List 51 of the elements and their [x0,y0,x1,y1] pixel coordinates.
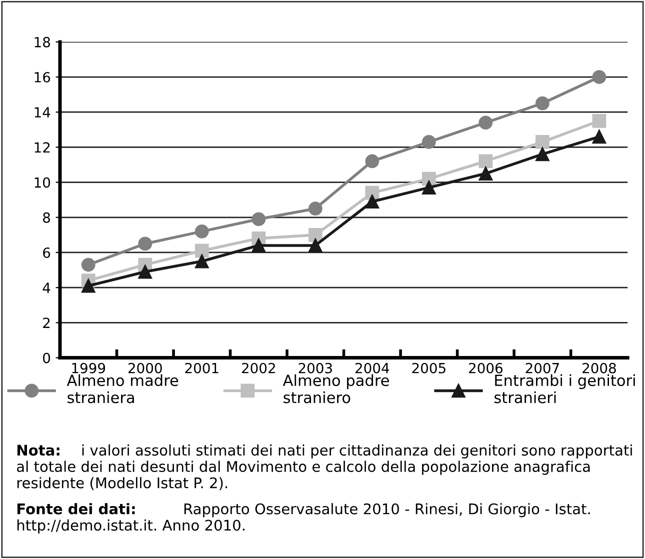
point [194,244,209,258]
legend-label: Entrambi i genitori stranieri [494,374,635,404]
y-tick-label: 6 [43,247,50,258]
y-tick-label: 2 [43,318,50,328]
point [592,114,606,128]
point [81,258,96,272]
point [194,254,209,268]
legend-label: Almeno padre straniero [282,374,389,404]
x-tick-label: 2004 [356,362,390,374]
y-tick-label: 8 [43,212,50,223]
point [422,180,436,195]
legend-label: Almeno madre straniera [66,374,178,404]
x-tick-label: 2003 [298,362,332,374]
x-tick-label: 2001 [185,362,218,374]
x-tick-label: 2002 [242,362,275,374]
point [478,154,493,168]
x-tick-label: 2007 [526,362,559,374]
x-tick-label: 2000 [128,362,162,374]
point [592,70,606,84]
y-tick-label: 10 [34,177,50,188]
text: Nota: i valori assoluti stimati dei nati per cittadinanza dei genitori sono rapportati al totale dei nati desunti dal Movimento e calcolo della popolazione anagrafica residente (Modello Istat P. 2). [17,444,632,490]
y-tick-label: 4 [42,282,50,293]
y-tick-label: 0 [43,352,50,364]
point [252,238,266,252]
point [81,278,96,293]
point [365,186,380,200]
x-tick-label: 2008 [582,362,616,374]
point [308,228,322,242]
point [308,202,322,216]
point [308,238,322,252]
point [194,224,209,238]
text: Fonte dei dati: Rapporto Osservasalute 2010 - Rinesi, Di Giorgio - Istat. http://demo.istat.it. Anno 2010. [17,503,590,534]
x-tick-label: 2006 [469,362,502,374]
point [422,134,436,149]
point [252,212,266,226]
x-tick-label: 2005 [412,362,446,374]
y-tick-label: 14 [34,107,50,118]
point [138,236,152,251]
point [478,116,493,130]
point [536,134,550,149]
point [365,194,380,209]
point [592,130,606,144]
point [536,96,550,110]
y-tick-label: 16 [34,72,50,82]
point [478,166,493,180]
point [536,147,550,162]
x-tick-label: 1999 [72,362,106,374]
point [365,154,380,168]
y-tick-label: 18 [34,36,50,48]
point [138,264,152,279]
y-tick-label: 12 [34,142,50,152]
